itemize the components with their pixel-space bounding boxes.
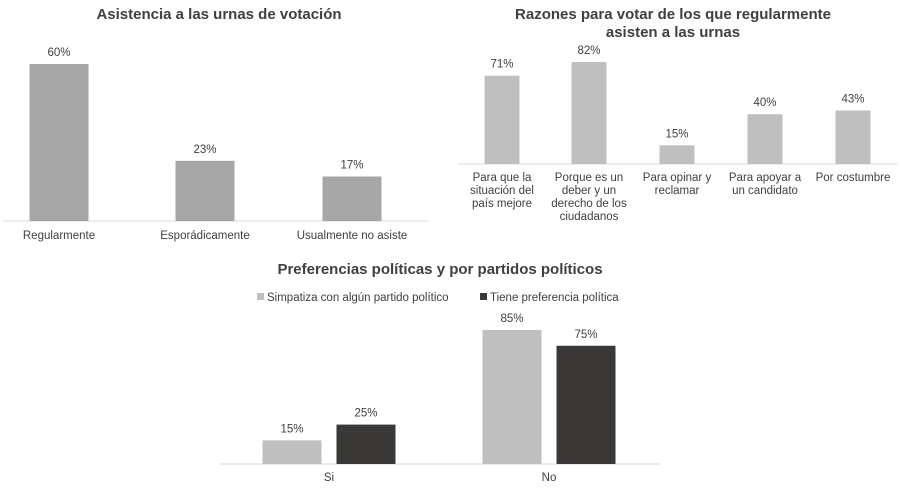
bar-porque-es-un-deber-y-un-derech	[571, 62, 607, 164]
category-label-para-que-la-situacion-del-pais: Para que la situación del país mejore	[470, 172, 534, 210]
legend-swatch-preference	[480, 293, 487, 300]
legend-label-preference: Tiene preferencia política	[490, 292, 619, 304]
chart-preferences-legend: Simpatiza con algún partido político Tie…	[257, 292, 619, 304]
bar-para-opinar-y-reclamar	[659, 145, 695, 164]
bar-si-sympathizes	[262, 440, 322, 464]
bar-regularmente	[29, 64, 89, 221]
value-label-si-preference: 25%	[354, 408, 377, 420]
bar-no-preference	[556, 345, 616, 464]
chart-preferences: Preferencias políticas y por partidos po…	[219, 261, 660, 484]
chart-reasons: Razones para votar de los que regularmen…	[458, 6, 897, 223]
category-label-regularmente: Regularmente	[23, 230, 95, 242]
value-label-porque-es-un-deber-y-un-derech: 82%	[577, 45, 600, 57]
category-label-esporadicamente: Esporádicamente	[160, 230, 250, 242]
value-label-por-costumbre: 43%	[841, 94, 864, 106]
value-label-no-sympathizes: 85%	[500, 313, 523, 325]
value-label-no-preference: 75%	[574, 329, 597, 341]
value-label-usualmente-no-asiste: 17%	[340, 160, 363, 172]
value-label-regularmente: 60%	[47, 47, 70, 59]
value-label-para-que-la-situacion-del-pais: 71%	[490, 59, 513, 71]
value-label-esporadicamente: 23%	[193, 144, 216, 156]
legend-label-sympathizes: Simpatiza con algún partido político	[267, 292, 449, 304]
value-label-para-opinar-y-reclamar: 15%	[665, 128, 688, 140]
chart-attendance: Asistencia a las urnas de votación 60% Re…	[3, 6, 428, 242]
chart-attendance-title: Asistencia a las urnas de votación	[96, 6, 341, 23]
value-label-si-sympathizes: 15%	[280, 423, 303, 435]
category-label-para-apoyar-a-un-candidato: Para apoyar a un candidato	[729, 172, 802, 197]
bar-si-preference	[336, 424, 396, 464]
legend-swatch-sympathizes	[257, 293, 264, 300]
chart-preferences-title: Preferencias políticas y por partidos po…	[277, 261, 602, 278]
bar-no-sympathizes	[482, 330, 542, 464]
bar-esporadicamente	[175, 160, 235, 221]
category-label-por-costumbre: Por costumbre	[816, 172, 891, 184]
value-label-para-apoyar-a-un-candidato: 40%	[753, 97, 776, 109]
bar-por-costumbre	[835, 110, 871, 164]
category-label-para-opinar-y-reclamar: Para opinar y reclamar	[643, 172, 712, 197]
bar-para-que-la-situacion-del-pais	[484, 75, 520, 164]
chart-reasons-title-line-2: asisten a las urnas	[606, 24, 740, 41]
bar-usualmente-no-asiste	[322, 176, 382, 221]
category-label-porque-es-un-deber-y-un-derech: Porque es un deber y un derecho de los ciud…	[551, 172, 627, 223]
category-label-usualmente-no-asiste: Usualmente no asiste	[297, 230, 408, 242]
bar-para-apoyar-a-un-candidato	[747, 114, 783, 164]
chart-reasons-title-line-1: Razones para votar de los que regularmen…	[515, 6, 831, 23]
category-label-no: No	[542, 472, 557, 484]
category-label-si: Si	[324, 472, 334, 484]
